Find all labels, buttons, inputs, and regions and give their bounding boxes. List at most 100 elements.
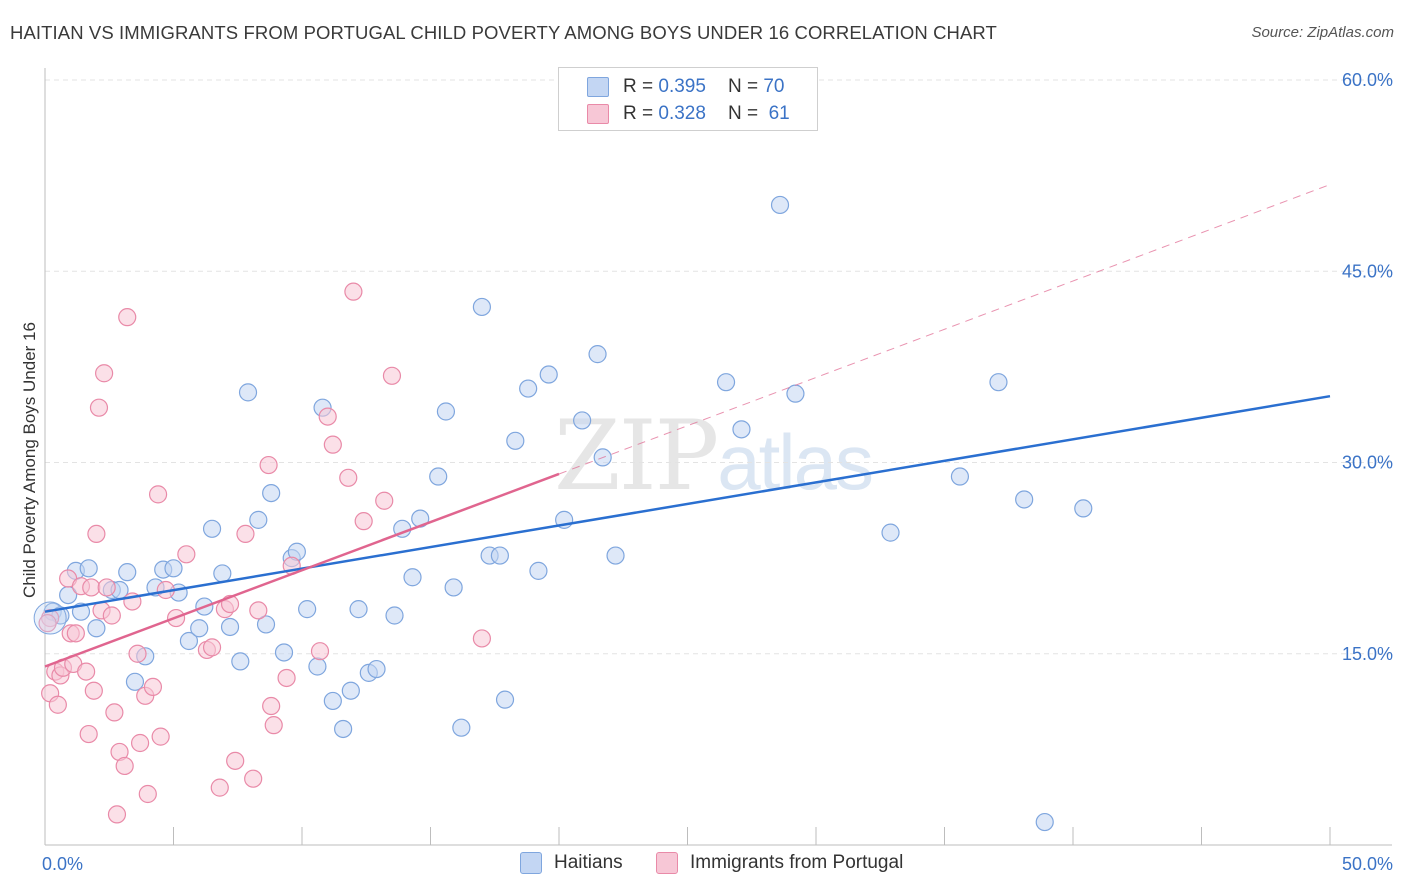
haitian-point: [220, 617, 240, 637]
haitian-point: [786, 384, 805, 403]
haitian-point: [367, 659, 386, 679]
portugal-point: [87, 524, 106, 544]
legend-swatch-blue: [587, 77, 609, 97]
y-tick-label: 30.0%: [1342, 453, 1393, 473]
portugal-point: [310, 642, 330, 661]
haitian-point: [262, 484, 281, 503]
correlation-legend: R = 0.395 N = 70 R = 0.328 N = 61: [558, 67, 818, 131]
portugal-point: [226, 751, 245, 770]
legend-swatch-pink: [587, 104, 609, 124]
portugal-point: [48, 695, 67, 714]
haitian-point: [881, 523, 900, 542]
chart-title: HAITIAN VS IMMIGRANTS FROM PORTUGAL CHIL…: [10, 22, 997, 43]
portugal-point: [244, 769, 263, 788]
portugal-point: [354, 512, 373, 531]
portugal-point: [128, 644, 147, 663]
haitian-point: [1035, 812, 1054, 832]
legend-swatch-portugal: [656, 852, 678, 874]
legend-n-label: N =: [727, 76, 759, 97]
portugal-trendline-extension: [558, 184, 1331, 475]
y-tick-label: 15.0%: [1342, 644, 1393, 664]
portugal-point: [79, 724, 98, 744]
portugal-point: [344, 282, 363, 301]
haitian-point: [349, 600, 368, 619]
haitian-point: [573, 411, 592, 430]
portugal-point: [259, 455, 278, 475]
haitian-point: [231, 652, 250, 671]
portugal-point: [323, 435, 342, 454]
portugal-point: [82, 578, 101, 597]
haitian-point: [202, 519, 222, 538]
legend-r-value: 0.328: [658, 103, 706, 124]
portugal-point: [177, 545, 196, 564]
haitian-point: [334, 719, 353, 739]
portugal-point: [318, 407, 337, 426]
legend-n-label: N =: [727, 103, 759, 124]
x-tick-label: 50.0%: [1342, 854, 1393, 874]
legend-r-label: R =: [623, 103, 654, 124]
portugal-point: [105, 703, 124, 722]
portugal-point: [102, 606, 121, 625]
haitian-point: [436, 402, 456, 421]
haitian-point: [249, 510, 268, 529]
y-tick-label: 60.0%: [1342, 70, 1393, 90]
legend-item-haitians[interactable]: Haitians: [520, 852, 623, 874]
haitian-point: [732, 420, 751, 439]
portugal-point: [277, 668, 296, 688]
legend-label-portugal: Immigrants from Portugal: [690, 852, 904, 873]
portugal-point: [97, 578, 116, 597]
portugal-point: [202, 638, 222, 657]
haitian-point: [385, 606, 404, 625]
haitian-point: [79, 559, 98, 578]
portugal-point: [84, 681, 103, 700]
haitian-point: [87, 619, 106, 638]
portugal-point: [143, 677, 163, 697]
legend-r-value: 0.395: [658, 76, 706, 97]
haitian-point: [164, 559, 183, 578]
x-tick-label: 0.0%: [42, 854, 83, 874]
haitian-point: [125, 672, 145, 691]
haitian-point: [118, 563, 137, 582]
haitian-point: [588, 345, 607, 364]
haitian-point: [179, 631, 199, 651]
legend-n-value: 61: [768, 103, 790, 124]
portugal-point: [472, 629, 491, 648]
haitian-point: [341, 681, 360, 700]
portugal-point: [262, 696, 281, 716]
haitian-point-large: [33, 601, 67, 635]
haitian-point: [403, 568, 422, 587]
source-label: Source: ZipAtlas.com: [1251, 24, 1394, 41]
haitian-point: [539, 365, 558, 384]
haitian-point: [989, 373, 1008, 392]
haitian-point: [495, 690, 515, 709]
portugal-trendline: [44, 472, 560, 668]
legend-row-haitians: R = 0.395 N = 70: [587, 75, 784, 99]
y-axis-label: Child Poverty Among Boys Under 16: [20, 322, 39, 598]
portugal-point: [107, 805, 127, 824]
haitian-point: [472, 297, 491, 317]
haitian-point: [1074, 499, 1093, 518]
haitian-point: [444, 578, 463, 597]
portugal-point: [89, 398, 109, 417]
portugal-point: [66, 624, 85, 643]
haitian-point: [950, 467, 970, 486]
portugal-point: [77, 662, 96, 681]
portugal-point: [130, 733, 150, 753]
haitian-point: [190, 619, 209, 638]
legend-swatch-haitians: [520, 852, 542, 874]
portugal-point: [95, 364, 114, 383]
legend-item-portugal[interactable]: Immigrants from Portugal: [656, 852, 903, 874]
haitian-point: [308, 657, 327, 676]
y-tick-label: 45.0%: [1342, 261, 1393, 281]
haitian-trendline: [44, 394, 1331, 613]
portugal-point: [249, 601, 268, 620]
portugal-point: [118, 308, 137, 327]
haitian-point: [256, 615, 276, 634]
legend-n-value: 70: [763, 76, 785, 97]
portugal-point: [148, 485, 168, 504]
haitian-point: [274, 643, 294, 662]
series-legend: Haitians Immigrants from Portugal: [0, 852, 1406, 876]
legend-row-portugal: R = 0.328 N = 61: [587, 102, 790, 126]
haitian-point: [238, 383, 258, 402]
